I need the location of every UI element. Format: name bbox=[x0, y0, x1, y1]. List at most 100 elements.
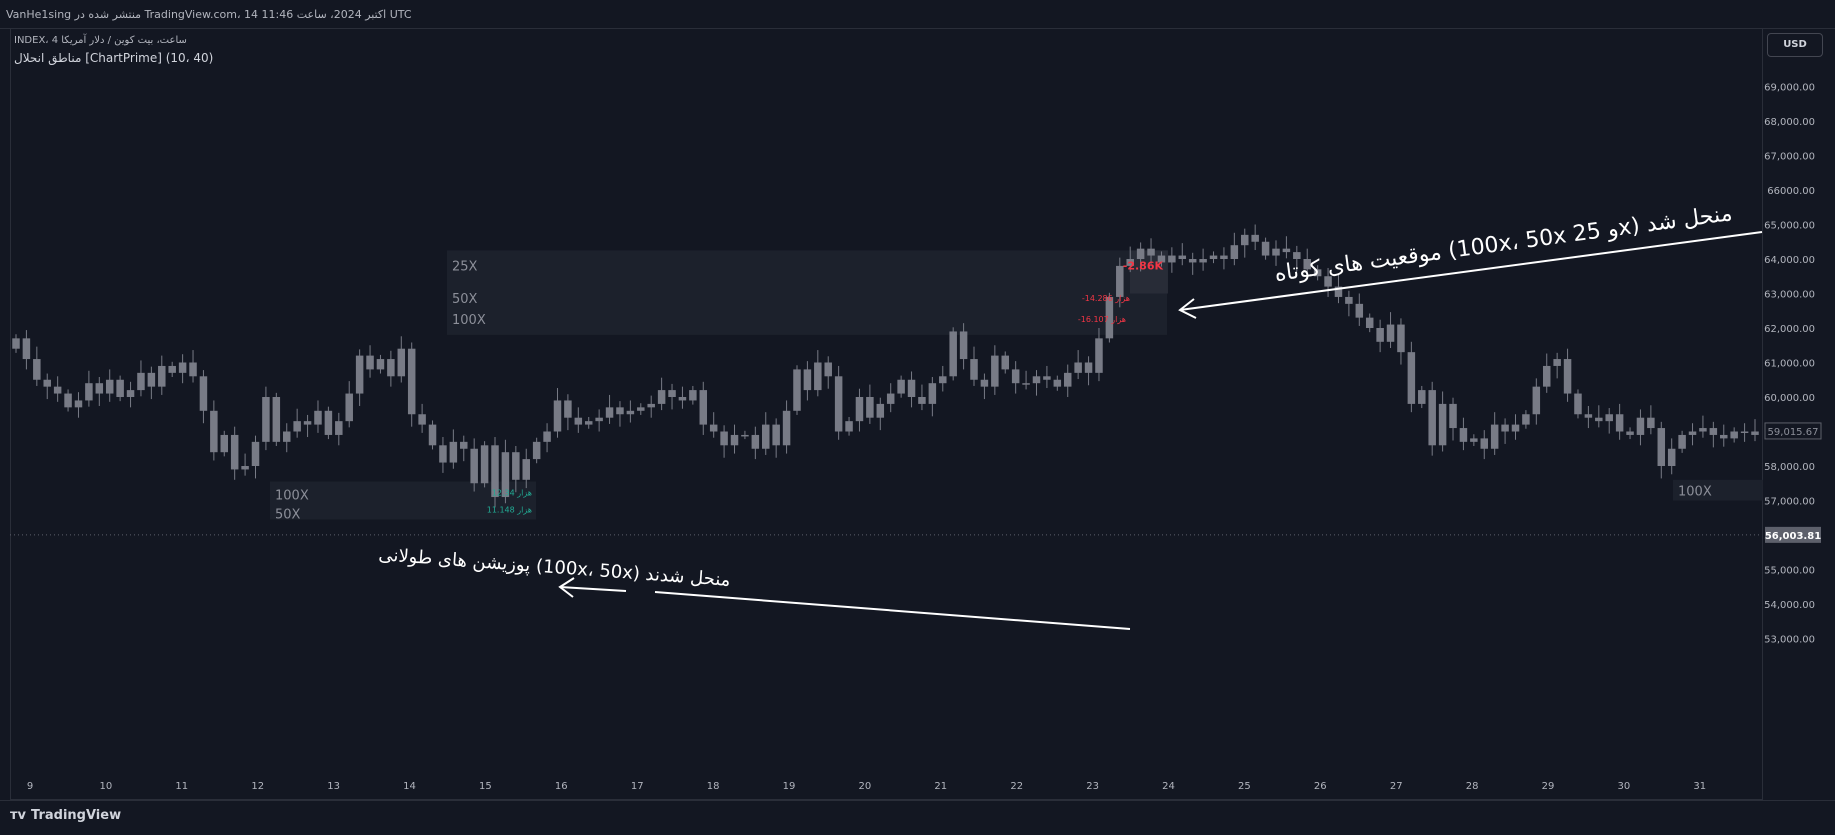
long-annotation-text: پوزیشن های طولانی (100x، 50x) منحل شدند bbox=[378, 544, 731, 591]
candle bbox=[907, 379, 916, 397]
x-tick-label: 15 bbox=[479, 781, 492, 792]
right-liquidation-zone bbox=[1673, 479, 1763, 501]
short-zone-value-50x: -14.286 هزار bbox=[1082, 294, 1130, 303]
candle bbox=[574, 417, 583, 425]
tradingview-mark-icon: ᴛᴠ bbox=[10, 808, 27, 823]
candle bbox=[814, 362, 822, 391]
y-tick-label: 68,000.00 bbox=[1764, 117, 1815, 128]
candle bbox=[553, 400, 562, 432]
x-tick-label: 13 bbox=[327, 781, 340, 792]
x-tick-label: 19 bbox=[783, 781, 796, 792]
candle bbox=[1730, 431, 1738, 439]
candle bbox=[824, 362, 832, 377]
candle bbox=[1220, 255, 1228, 259]
candle bbox=[855, 397, 864, 422]
candle bbox=[626, 410, 635, 415]
candle bbox=[564, 400, 572, 418]
candle bbox=[491, 445, 499, 498]
candle bbox=[460, 441, 468, 449]
candle bbox=[1615, 414, 1624, 432]
x-tick-label: 25 bbox=[1238, 781, 1251, 792]
candle bbox=[970, 359, 978, 380]
candle bbox=[1678, 434, 1686, 449]
candle bbox=[1563, 359, 1572, 394]
candle bbox=[1480, 438, 1489, 449]
candle bbox=[647, 403, 655, 408]
candle bbox=[689, 390, 697, 401]
candle bbox=[324, 410, 333, 435]
candle bbox=[1116, 265, 1124, 297]
level-price-label: 56,003.81 bbox=[1765, 531, 1821, 542]
candle bbox=[1053, 379, 1062, 387]
candle bbox=[1376, 328, 1384, 342]
candle bbox=[387, 359, 395, 377]
candle bbox=[1199, 259, 1207, 263]
candle bbox=[782, 410, 791, 446]
y-tick-label: 60,000.00 bbox=[1764, 393, 1815, 404]
x-tick-label: 22 bbox=[1010, 781, 1023, 792]
candle bbox=[1574, 393, 1582, 415]
top-bar: VanHe1sing منتشر شده در TradingView.com،… bbox=[0, 0, 1835, 29]
short-zone-value-25x: -2.86K bbox=[1123, 259, 1164, 272]
candle bbox=[1428, 390, 1436, 446]
candle bbox=[33, 359, 41, 380]
candle bbox=[272, 397, 281, 442]
long-zone-label-50x: 50X bbox=[275, 507, 301, 522]
short-zone-value-100x: -16.107 هزار bbox=[1078, 315, 1126, 324]
candle bbox=[230, 434, 239, 470]
candle bbox=[751, 434, 760, 449]
candle bbox=[1740, 431, 1749, 433]
currency-button[interactable]: USD bbox=[1767, 33, 1823, 57]
candle bbox=[1553, 359, 1561, 366]
tradingview-logo[interactable]: ᴛᴠ TradingView bbox=[10, 808, 121, 823]
indicator-legend[interactable]: مناطق انحلال [ChartPrime] (10، 40) bbox=[14, 51, 214, 65]
candle bbox=[210, 410, 218, 453]
x-tick-label: 26 bbox=[1314, 781, 1327, 792]
candle bbox=[397, 348, 406, 377]
candle bbox=[470, 448, 478, 484]
x-tick-label: 23 bbox=[1086, 781, 1099, 792]
x-tick-label: 20 bbox=[859, 781, 872, 792]
candle bbox=[1605, 414, 1613, 422]
candle bbox=[720, 431, 728, 446]
x-tick-label: 29 bbox=[1542, 781, 1555, 792]
candle bbox=[74, 400, 83, 408]
candle bbox=[199, 376, 208, 411]
candle bbox=[1418, 390, 1426, 404]
candle bbox=[418, 414, 426, 425]
y-tick-label: 58,000.00 bbox=[1764, 462, 1815, 473]
y-tick-label: 66000.00 bbox=[1767, 186, 1815, 197]
x-tick-label: 16 bbox=[555, 781, 568, 792]
candle bbox=[1667, 448, 1676, 466]
x-tick-label: 9 bbox=[27, 781, 33, 792]
candle bbox=[1063, 372, 1072, 387]
candle bbox=[1657, 428, 1666, 466]
candle bbox=[678, 397, 687, 401]
long-zone-value-50x: 11.148 هزار bbox=[487, 506, 532, 515]
candle bbox=[1636, 417, 1645, 435]
candle bbox=[407, 348, 416, 415]
candle bbox=[335, 421, 343, 435]
candle bbox=[803, 369, 812, 391]
last-price-label: 59,015.67 bbox=[1768, 427, 1819, 438]
candle bbox=[355, 355, 364, 394]
x-tick-label: 10 bbox=[100, 781, 113, 792]
candle bbox=[1324, 276, 1332, 287]
candle bbox=[1261, 241, 1270, 256]
y-tick-label: 53,000.00 bbox=[1764, 635, 1815, 646]
candle bbox=[730, 434, 739, 446]
candle bbox=[303, 421, 312, 425]
x-tick-label: 30 bbox=[1618, 781, 1631, 792]
candle bbox=[949, 331, 957, 377]
candle bbox=[1459, 428, 1468, 442]
candle bbox=[1449, 403, 1457, 429]
candle bbox=[1542, 365, 1551, 387]
candle bbox=[137, 372, 145, 391]
candle bbox=[1147, 248, 1155, 256]
long-arrow-line bbox=[559, 586, 627, 592]
candle bbox=[1043, 376, 1051, 380]
candle bbox=[1470, 438, 1478, 442]
candle bbox=[1272, 248, 1280, 256]
candle bbox=[1501, 424, 1509, 432]
